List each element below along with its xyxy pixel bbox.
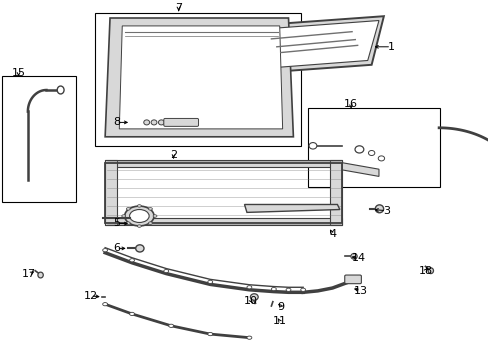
Ellipse shape [57, 86, 64, 94]
Ellipse shape [207, 333, 212, 336]
Text: 18: 18 [418, 266, 431, 276]
Polygon shape [105, 160, 342, 167]
Ellipse shape [378, 156, 384, 161]
Ellipse shape [158, 120, 164, 125]
Text: 11: 11 [272, 316, 286, 326]
Text: 4: 4 [328, 229, 335, 239]
Bar [2, 76, 76, 202]
Text: 16: 16 [344, 99, 357, 109]
Ellipse shape [163, 269, 168, 273]
Polygon shape [254, 21, 378, 69]
Ellipse shape [122, 215, 125, 217]
Ellipse shape [374, 205, 383, 213]
Ellipse shape [137, 225, 141, 228]
Text: 15: 15 [12, 68, 25, 78]
Ellipse shape [250, 294, 258, 300]
Polygon shape [105, 18, 293, 137]
Text: 12: 12 [83, 291, 97, 301]
Ellipse shape [102, 302, 107, 306]
Text: 6: 6 [113, 243, 120, 253]
Ellipse shape [153, 215, 157, 217]
Polygon shape [244, 204, 339, 212]
Ellipse shape [168, 324, 173, 328]
Ellipse shape [271, 287, 276, 291]
Ellipse shape [427, 268, 433, 274]
Ellipse shape [137, 204, 141, 207]
Ellipse shape [126, 222, 130, 224]
Polygon shape [329, 160, 342, 225]
Text: 5: 5 [113, 218, 120, 228]
Ellipse shape [368, 150, 374, 156]
Text: 10: 10 [244, 296, 257, 306]
Text: 2: 2 [170, 150, 177, 160]
Polygon shape [105, 160, 117, 225]
FancyBboxPatch shape [163, 118, 198, 126]
Polygon shape [105, 218, 342, 225]
Ellipse shape [151, 120, 157, 125]
Ellipse shape [308, 143, 316, 149]
Ellipse shape [126, 208, 130, 210]
Ellipse shape [207, 280, 212, 284]
Bar [95, 13, 300, 146]
Polygon shape [246, 16, 383, 74]
FancyBboxPatch shape [344, 275, 361, 284]
Ellipse shape [300, 288, 305, 292]
Ellipse shape [354, 146, 363, 153]
Ellipse shape [143, 120, 149, 125]
Polygon shape [342, 163, 378, 176]
Polygon shape [119, 26, 282, 129]
Ellipse shape [129, 210, 149, 222]
Text: 13: 13 [353, 285, 367, 296]
Ellipse shape [246, 336, 251, 339]
Bar [307, 108, 439, 187]
Ellipse shape [136, 245, 143, 252]
Text: 8: 8 [113, 117, 120, 127]
Text: 7: 7 [175, 3, 182, 13]
Ellipse shape [350, 253, 356, 259]
Ellipse shape [246, 286, 251, 289]
Ellipse shape [124, 206, 154, 226]
Text: 17: 17 [22, 269, 36, 279]
Ellipse shape [285, 288, 290, 292]
Ellipse shape [148, 208, 152, 210]
Ellipse shape [148, 222, 152, 224]
Text: 3: 3 [382, 206, 389, 216]
Ellipse shape [129, 258, 134, 262]
Text: 9: 9 [277, 302, 284, 312]
Text: 14: 14 [351, 253, 365, 263]
Ellipse shape [38, 272, 43, 278]
Text: 1: 1 [387, 42, 394, 52]
Ellipse shape [129, 312, 134, 315]
Ellipse shape [102, 248, 107, 252]
